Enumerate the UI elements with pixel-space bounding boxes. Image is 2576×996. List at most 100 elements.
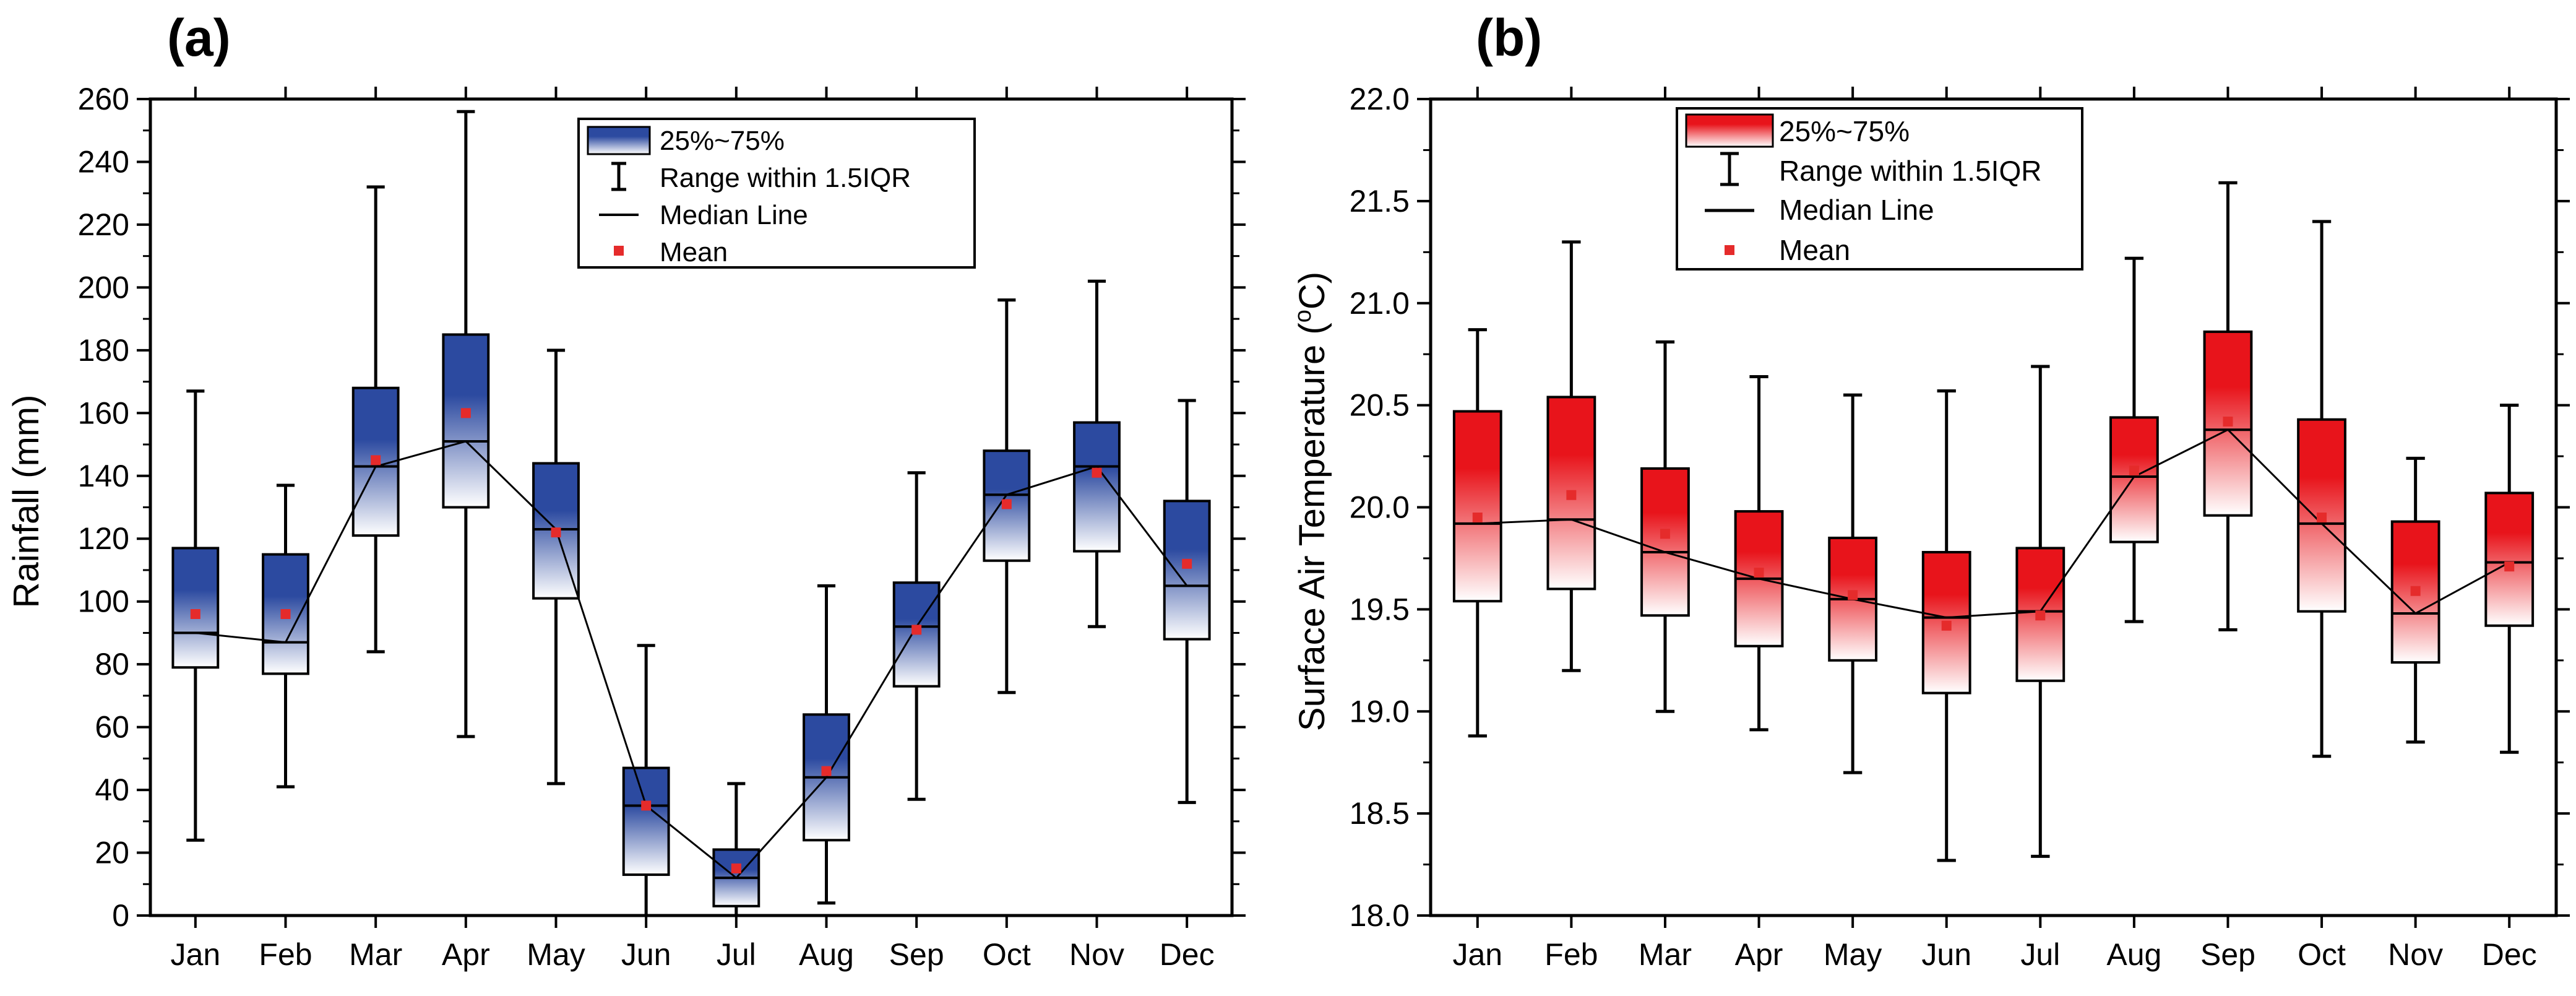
panel-a-xtick-label: Oct — [983, 937, 1031, 972]
panel-b-ylabel: Surface Air Temperature (oC) — [1290, 272, 1332, 731]
panel-b-xtick-label: Jan — [1452, 937, 1502, 972]
panel-b-mean-marker — [1754, 568, 1764, 578]
panel-b-box — [2484, 492, 2535, 627]
panel-b-box — [1452, 410, 1502, 603]
panel-a-xtick-label: Aug — [799, 937, 854, 972]
panel-a-mean-marker — [371, 455, 381, 466]
panel-b-ytick-label: 21.5 — [1350, 184, 1410, 219]
panel-a-box — [1163, 500, 1211, 641]
panel-a-xtick-label: Jan — [171, 937, 221, 972]
panel-b-ylabel-end: C) — [1292, 272, 1332, 310]
panel-b-legend-mean-swatch — [1725, 245, 1734, 255]
panel-b-ytick-label: 20.0 — [1350, 490, 1410, 525]
panel-a-box — [442, 333, 490, 509]
panel-b-ytick-label: 19.0 — [1350, 694, 1410, 729]
panel-a-mean-marker — [280, 608, 291, 619]
panel-b: (b) Surface Air Temperature (oC) 18.018.… — [1290, 9, 2570, 972]
panel-b-mean-marker — [2223, 417, 2233, 427]
panel-a-mean-marker — [641, 800, 652, 811]
panel-a-mean-marker — [1001, 499, 1012, 509]
panel-a-xtick-label: Dec — [1160, 937, 1215, 972]
panel-b-ytick-label: 18.0 — [1350, 898, 1410, 933]
panel-a-median-trend-line — [195, 440, 1188, 880]
panel-b-ylabel-main: Surface Air Temperature ( — [1292, 323, 1332, 731]
panel-b-ytick-label: 21.0 — [1350, 286, 1410, 321]
panel-b-xtick-label: Jul — [2020, 937, 2060, 972]
panel-b-xtick-label: Mar — [1639, 937, 1692, 972]
panel-b-mean-marker — [1566, 490, 1577, 500]
panel-b-plot: 18.0 18.5 19.0 19.5 20.0 20.5 21.0 21.5 22.0 Jan F… — [1350, 82, 2570, 972]
panel-a-xtick-label: Apr — [442, 937, 490, 972]
panel-b-mean-marker — [2129, 466, 2139, 476]
panel-b-ytick-label: 20.5 — [1350, 388, 1410, 423]
panel-a-xtick-label: Mar — [349, 937, 402, 972]
panel-a-legend-whisker-swatch — [611, 162, 626, 191]
panel-a-ytick-label: 160 — [78, 396, 129, 430]
panel-b-xtick-label: Dec — [2482, 937, 2537, 972]
panel-a-ytick-label: 180 — [78, 333, 129, 368]
panel-b-legend-box-label: 25%~75% — [1779, 115, 1910, 147]
panel-b-ytick-label: 19.5 — [1350, 592, 1410, 626]
panel-b-mean-marker — [1472, 512, 1483, 522]
panel-a-ytick-label: 20 — [95, 836, 129, 870]
panel-a-mean-marker — [190, 608, 200, 619]
panel-a-mean-marker — [821, 766, 832, 776]
panel-b-label: (b) — [1476, 9, 1542, 67]
panel-a-ylabel: Rainfall (mm) — [6, 395, 46, 608]
panel-b-mean-marker — [2410, 586, 2421, 596]
panel-b-ylabel-sup: o — [1290, 310, 1316, 323]
panel-b-xtick-label: Aug — [2106, 937, 2161, 972]
panel-b-median-trend-line — [1477, 428, 2510, 619]
panel-a-mean-marker — [731, 863, 741, 873]
panel-b-box — [2109, 416, 2159, 543]
panel-b-mean-marker — [2504, 561, 2515, 572]
panel-a-ytick-label: 120 — [78, 521, 129, 556]
panel-a-xtick-label: May — [527, 937, 585, 972]
panel-b-ytick-label: 22.0 — [1350, 82, 1410, 116]
panel-a-xtick-label: Jun — [621, 937, 671, 972]
panel-a-legend-mean-swatch — [614, 246, 624, 256]
panel-b-legend-mean-label: Mean — [1779, 234, 1850, 266]
panel-a-ytick-label: 220 — [78, 207, 129, 242]
panel-b-box — [1640, 467, 1690, 617]
panel-a-ytick-label: 100 — [78, 584, 129, 619]
panel-a-ytick-label: 200 — [78, 270, 129, 305]
panel-a-legend-swatch-box — [587, 126, 651, 155]
panel-b-xtick-label: May — [1824, 937, 1882, 972]
panel-a-legend-median-label: Median Line — [660, 200, 808, 230]
panel-a-ytick-label: 60 — [95, 710, 129, 745]
panel-a: (a) Rainfall (mm) 0 20 40 60 80 100 120 140 160 1… — [6, 9, 1246, 972]
panel-b-mean-marker — [2317, 512, 2327, 522]
panel-a-legend-whisker-label: Range within 1.5IQR — [660, 163, 911, 193]
panel-b-mean-marker — [2035, 610, 2046, 621]
panel-a-mean-marker — [1182, 558, 1192, 569]
panel-a-label: (a) — [167, 9, 231, 67]
panel-a-xtick-label: Sep — [889, 937, 944, 972]
panel-a-legend-mean-label: Mean — [660, 237, 728, 267]
panel-a-xtick-label: Nov — [1069, 937, 1124, 972]
panel-a-xtick-label: Jul — [717, 937, 756, 972]
panel-b-legend-whisker-label: Range within 1.5IQR — [1779, 155, 2041, 187]
panel-a-ytick-label: 40 — [95, 773, 129, 807]
panel-a-xtick-label: Feb — [259, 937, 312, 972]
panel-a-mean-marker — [460, 408, 471, 418]
panel-b-xtick-label: Nov — [2388, 937, 2443, 972]
panel-b-xtick-label: Feb — [1544, 937, 1598, 972]
panel-a-ytick-label: 80 — [95, 647, 129, 682]
panel-b-legend-whisker-swatch — [1720, 152, 1739, 186]
panel-a-ytick-label: 240 — [78, 144, 129, 179]
panel-b-legend-median-label: Median Line — [1779, 194, 1934, 226]
panel-a-ytick-label: 0 — [112, 898, 129, 933]
panel-a-box — [171, 547, 220, 669]
panel-b-xtick-label: Sep — [2200, 937, 2255, 972]
panel-a-legend: 25%~75% Range within 1.5IQR Median Line … — [577, 118, 976, 269]
panel-a-mean-marker — [911, 625, 922, 635]
panel-a-ytick-label: 140 — [78, 459, 129, 493]
panel-b-mean-marker — [1941, 620, 1952, 631]
panel-b-xtick-label: Oct — [2298, 937, 2346, 972]
panel-a-mean-marker — [551, 527, 561, 538]
panel-a-plot: 0 20 40 60 80 100 120 140 160 180 200 220 240 260 Jan F… — [78, 82, 1246, 972]
panel-b-legend-swatch-box — [1685, 113, 1774, 148]
panel-b-mean-marker — [1660, 529, 1670, 539]
